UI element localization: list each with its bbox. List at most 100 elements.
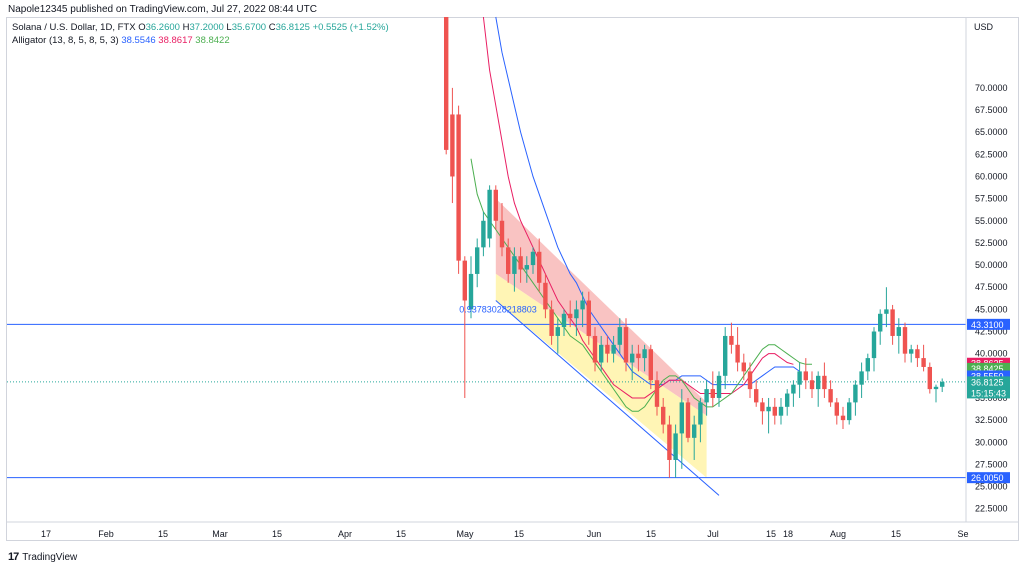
annotation-ratio: 0.93783028218803 <box>459 304 537 314</box>
price-label-text: 36.8125 <box>971 377 1004 387</box>
candle <box>847 397 852 425</box>
candle-body <box>518 256 523 270</box>
candle <box>735 327 740 372</box>
channel-lower-zone <box>495 273 707 478</box>
x-tick-label: 15 <box>272 529 282 539</box>
price-label-bg <box>967 362 1010 374</box>
x-tick-label: 15 <box>396 529 406 539</box>
candle <box>859 362 864 398</box>
candle-body <box>623 327 629 363</box>
legend-alligator-lips: 38.8422 <box>195 35 230 46</box>
candle-body <box>692 424 697 438</box>
candle <box>456 105 461 274</box>
candle <box>741 353 746 381</box>
candle-body <box>506 247 511 274</box>
candle-body <box>661 406 666 425</box>
x-tick-label: Se <box>957 529 968 539</box>
candle <box>896 318 901 354</box>
candle-body <box>499 220 505 248</box>
candle <box>710 371 715 407</box>
candle <box>450 87 455 204</box>
candle <box>673 424 678 478</box>
candle-body <box>586 300 591 336</box>
candle-body <box>450 114 455 177</box>
y-tick-label: 27.5000 <box>975 459 1008 469</box>
candle-body <box>642 349 647 359</box>
candle-body <box>760 402 765 412</box>
candle <box>481 211 486 257</box>
brand-name: TradingView <box>22 551 78 563</box>
x-tick-label: 15 <box>891 529 901 539</box>
x-tick-label: 15 <box>158 529 168 539</box>
x-tick-label: 15 <box>646 529 656 539</box>
candle <box>487 185 492 248</box>
candle-body <box>475 247 480 274</box>
candle-body <box>679 402 684 434</box>
candle-body <box>828 389 833 403</box>
candle-body <box>592 335 598 363</box>
candle <box>822 362 827 398</box>
candle <box>493 185 498 230</box>
legend-high-label: H <box>182 22 190 33</box>
candle-body <box>561 313 567 328</box>
y-tick-label: 45.0000 <box>975 304 1008 314</box>
candle-body <box>840 415 846 421</box>
candle <box>778 397 784 425</box>
currency-label: USD <box>974 22 994 32</box>
candle-body <box>654 380 660 407</box>
candle <box>865 353 870 381</box>
candle <box>816 371 821 407</box>
x-tick-label: Aug <box>830 529 846 539</box>
candle <box>909 344 914 363</box>
candle-body <box>735 344 740 363</box>
candle <box>853 380 858 416</box>
candle <box>574 300 579 336</box>
candle-body <box>617 327 622 345</box>
candle-body <box>512 256 517 274</box>
candle-body <box>809 380 815 390</box>
candle <box>902 322 908 363</box>
candle <box>462 256 467 398</box>
candle-body <box>611 344 616 354</box>
candle <box>797 362 802 398</box>
candle <box>636 344 641 372</box>
candle-body <box>574 309 579 319</box>
candle <box>537 238 542 292</box>
y-tick-label: 60.0000 <box>975 171 1008 181</box>
candle <box>760 397 765 425</box>
candle <box>654 371 660 416</box>
candle-body <box>685 402 691 438</box>
price-label-text: 26.0050 <box>971 473 1004 483</box>
legend-alligator-row: Alligator (13, 8, 5, 8, 5, 3) 38.5546 38… <box>12 35 230 46</box>
y-tick-label: 22.5000 <box>975 504 1008 514</box>
candle <box>933 384 939 403</box>
candle <box>549 300 554 345</box>
y-tick-label: 57.5000 <box>975 194 1008 204</box>
candle <box>648 344 653 390</box>
candle-body <box>921 358 926 367</box>
channel-upper-zone <box>495 198 707 416</box>
candle <box>791 380 796 407</box>
candle-body <box>741 362 746 372</box>
candle-body <box>785 393 790 407</box>
candle-body <box>778 406 784 416</box>
legend-open-label: O <box>138 22 146 33</box>
candle-body <box>698 402 703 425</box>
candle-body <box>729 335 734 345</box>
tradingview-logo-icon: 17 <box>8 551 19 563</box>
candle <box>667 415 672 478</box>
legend-close-label: C <box>268 22 276 33</box>
price-label-bg <box>967 370 1010 382</box>
legend-low: 35.6700 <box>231 22 267 33</box>
candle-body <box>884 309 889 314</box>
candle-body <box>648 349 653 381</box>
candles <box>444 17 945 478</box>
candle <box>592 327 598 372</box>
chart-frame[interactable] <box>6 17 1019 541</box>
candle-body <box>747 371 753 390</box>
price-label: 43.3100 <box>967 318 1010 330</box>
candle <box>518 247 523 283</box>
candle-body <box>636 353 641 359</box>
candle <box>580 291 585 328</box>
